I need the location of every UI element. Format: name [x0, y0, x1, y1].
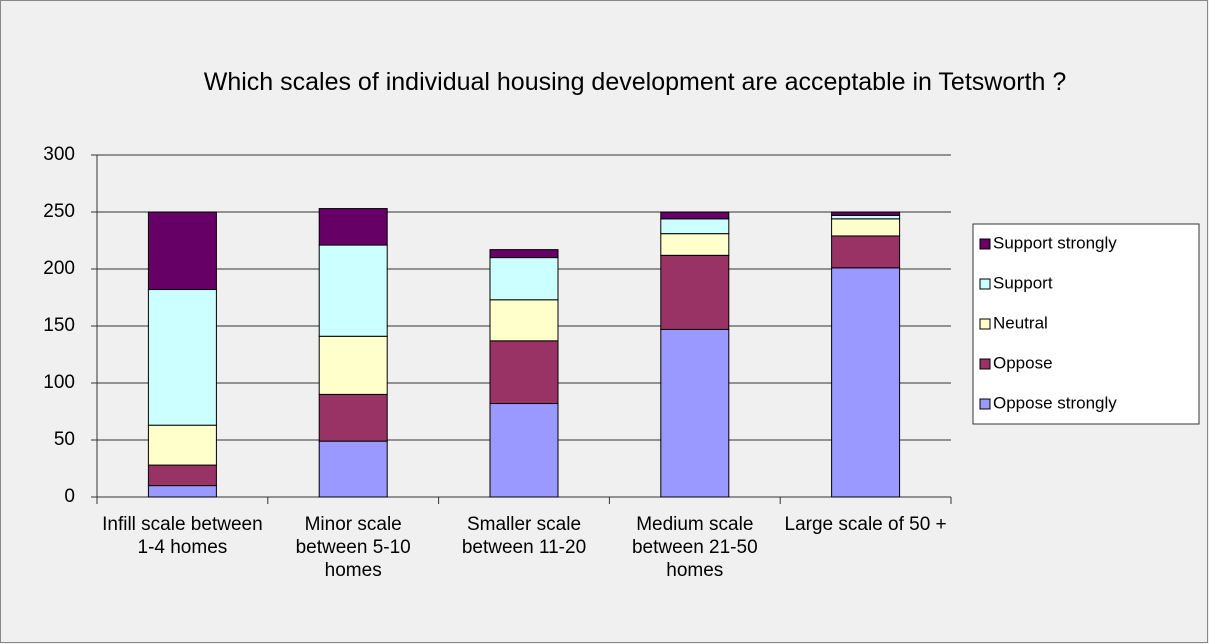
bar-segment: [831, 218, 901, 237]
bar-segment: [489, 340, 559, 405]
bar-segment: [660, 328, 730, 498]
bar-segment: [318, 335, 388, 395]
x-tick-label: Infill scale between 1-4 homes: [102, 514, 263, 558]
bar-segment: [660, 218, 730, 235]
y-tick-label: 250: [43, 201, 75, 222]
legend-swatch: [979, 238, 991, 250]
legend-label: Oppose strongly: [993, 393, 1117, 412]
bar-segment: [147, 424, 217, 466]
bar-segment: [147, 289, 217, 426]
bar-segment: [660, 211, 730, 220]
chart-title: Which scales of individual housing devel…: [203, 68, 1067, 96]
legend-swatch: [979, 398, 991, 410]
y-tick-label: 200: [43, 258, 75, 279]
legend-box: [972, 223, 1200, 425]
x-tick-label: Large scale of 50 +: [784, 514, 947, 535]
bar-segment: [147, 211, 217, 291]
bar-segment: [318, 440, 388, 498]
legend-swatch: [979, 318, 991, 330]
x-tick-label: Minor scale between 5-10 homes: [295, 514, 411, 581]
y-tick-label: 300: [43, 144, 75, 165]
bar-segment: [831, 211, 901, 216]
bar-segment: [318, 244, 388, 337]
legend-label: Oppose: [993, 353, 1053, 372]
bar-segment: [489, 257, 559, 301]
bar-segment: [147, 464, 217, 487]
bar-segment: [489, 249, 559, 259]
bar-segment: [660, 233, 730, 256]
bar-segment: [660, 254, 730, 330]
legend-swatch: [979, 358, 991, 370]
bar-segment: [318, 393, 388, 442]
bar-segment: [489, 403, 559, 498]
x-tick-label: Medium scale between 21-50 homes: [631, 514, 758, 581]
legend-label: Support: [993, 273, 1053, 292]
bar-segment: [147, 485, 217, 498]
bar-segment: [831, 267, 901, 498]
x-tick-label: Smaller scale between 11-20: [461, 514, 587, 558]
y-tick-label: 0: [64, 486, 75, 507]
bar-segment: [831, 235, 901, 269]
legend-swatch: [979, 278, 991, 290]
y-tick-label: 50: [54, 429, 75, 450]
bar-segment: [489, 299, 559, 342]
y-tick-label: 100: [43, 372, 75, 393]
legend-label: Support strongly: [993, 233, 1117, 252]
y-tick-label: 150: [43, 315, 75, 336]
bar-segment: [318, 208, 388, 246]
bar-segment: [831, 214, 901, 220]
legend-label: Neutral: [993, 313, 1048, 332]
